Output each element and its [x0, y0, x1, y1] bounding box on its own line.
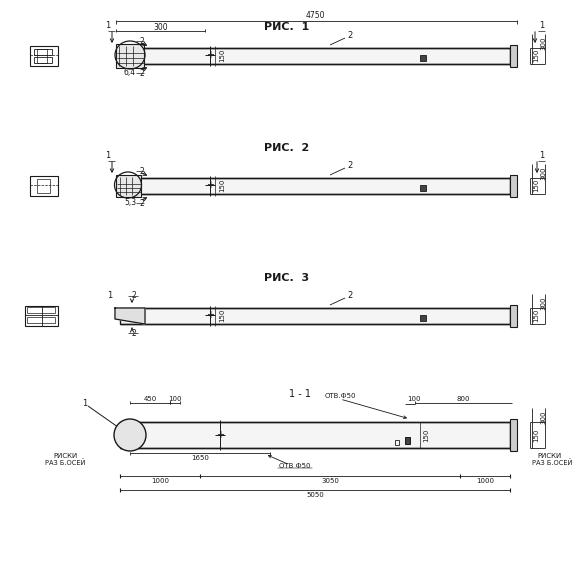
Text: 300: 300 — [540, 166, 546, 180]
Bar — [395, 440, 399, 445]
Text: 1: 1 — [108, 292, 113, 301]
Bar — [116, 175, 141, 197]
Text: 3050: 3050 — [321, 478, 339, 484]
Bar — [420, 55, 426, 61]
Bar — [27, 317, 55, 323]
Text: +: + — [206, 310, 214, 320]
Bar — [420, 315, 426, 321]
Text: +: + — [206, 180, 214, 190]
Text: 800: 800 — [456, 396, 470, 402]
Bar — [37, 49, 47, 63]
Bar — [37, 179, 50, 193]
Text: 2: 2 — [132, 292, 136, 301]
Text: 1: 1 — [105, 151, 110, 160]
Bar — [405, 437, 410, 444]
Text: 2: 2 — [347, 162, 352, 171]
Bar — [510, 419, 517, 451]
Text: 300: 300 — [540, 410, 546, 424]
Text: 2: 2 — [140, 68, 144, 78]
Text: 100: 100 — [168, 396, 182, 402]
Text: 2: 2 — [140, 167, 144, 175]
Text: 300: 300 — [540, 296, 546, 310]
Bar — [510, 175, 517, 197]
Text: 4750: 4750 — [305, 12, 325, 21]
Text: ОТВ.Ф50: ОТВ.Ф50 — [324, 393, 356, 399]
Bar — [27, 307, 55, 313]
Text: РИСКИ: РИСКИ — [538, 453, 562, 459]
Bar — [116, 44, 144, 68]
Text: РИС.  3: РИС. 3 — [264, 273, 309, 283]
Text: 450: 450 — [143, 396, 156, 402]
Polygon shape — [115, 308, 145, 324]
Text: 1000: 1000 — [151, 478, 169, 484]
Text: 1 - 1: 1 - 1 — [289, 389, 311, 399]
Bar — [120, 178, 510, 194]
Bar — [34, 49, 52, 55]
Text: +: + — [216, 430, 224, 440]
Text: 1650: 1650 — [191, 455, 209, 461]
Text: 2: 2 — [132, 328, 136, 338]
Text: 2: 2 — [347, 292, 352, 301]
Bar — [510, 45, 517, 67]
Text: 1000: 1000 — [476, 478, 494, 484]
Bar — [120, 308, 510, 324]
Bar — [120, 48, 510, 64]
Text: 1: 1 — [82, 400, 87, 408]
Text: 150: 150 — [533, 178, 539, 191]
Text: 1: 1 — [105, 21, 110, 30]
Text: 300: 300 — [153, 22, 168, 32]
Text: 2: 2 — [347, 32, 352, 40]
Bar — [34, 57, 52, 63]
Text: 6,4: 6,4 — [124, 68, 136, 78]
Text: 150: 150 — [533, 48, 539, 62]
Circle shape — [114, 419, 146, 451]
Text: РИС.  1: РИС. 1 — [264, 22, 309, 32]
Bar — [30, 176, 58, 196]
Bar — [25, 306, 58, 326]
Text: 100: 100 — [407, 396, 420, 402]
Text: РИС.  2: РИС. 2 — [264, 143, 309, 153]
Text: 5050: 5050 — [306, 492, 324, 498]
Text: ОТВ Ф50: ОТВ Ф50 — [279, 463, 310, 469]
Text: +: + — [206, 50, 214, 60]
Bar — [120, 422, 510, 448]
Text: 150: 150 — [219, 178, 225, 191]
Text: 2: 2 — [140, 198, 144, 208]
Text: РАЗ Б.ОСЕЙ: РАЗ Б.ОСЕЙ — [45, 459, 85, 466]
Text: РАЗ Б.ОСЕЙ: РАЗ Б.ОСЕЙ — [532, 459, 572, 466]
Text: РИСКИ: РИСКИ — [53, 453, 77, 459]
Text: 1: 1 — [539, 151, 545, 160]
Bar — [128, 425, 142, 445]
Text: 150: 150 — [423, 428, 429, 442]
Text: 300: 300 — [540, 36, 546, 50]
Text: 2: 2 — [140, 36, 144, 45]
Bar — [510, 305, 517, 327]
FancyArrowPatch shape — [343, 400, 407, 419]
Bar — [420, 185, 426, 191]
Text: 150: 150 — [219, 308, 225, 321]
Text: 150: 150 — [533, 428, 539, 442]
Text: 5,3: 5,3 — [124, 198, 136, 208]
Bar — [30, 46, 58, 66]
Text: 150: 150 — [533, 308, 539, 321]
Text: 1: 1 — [539, 21, 545, 30]
Text: 150: 150 — [219, 48, 225, 62]
